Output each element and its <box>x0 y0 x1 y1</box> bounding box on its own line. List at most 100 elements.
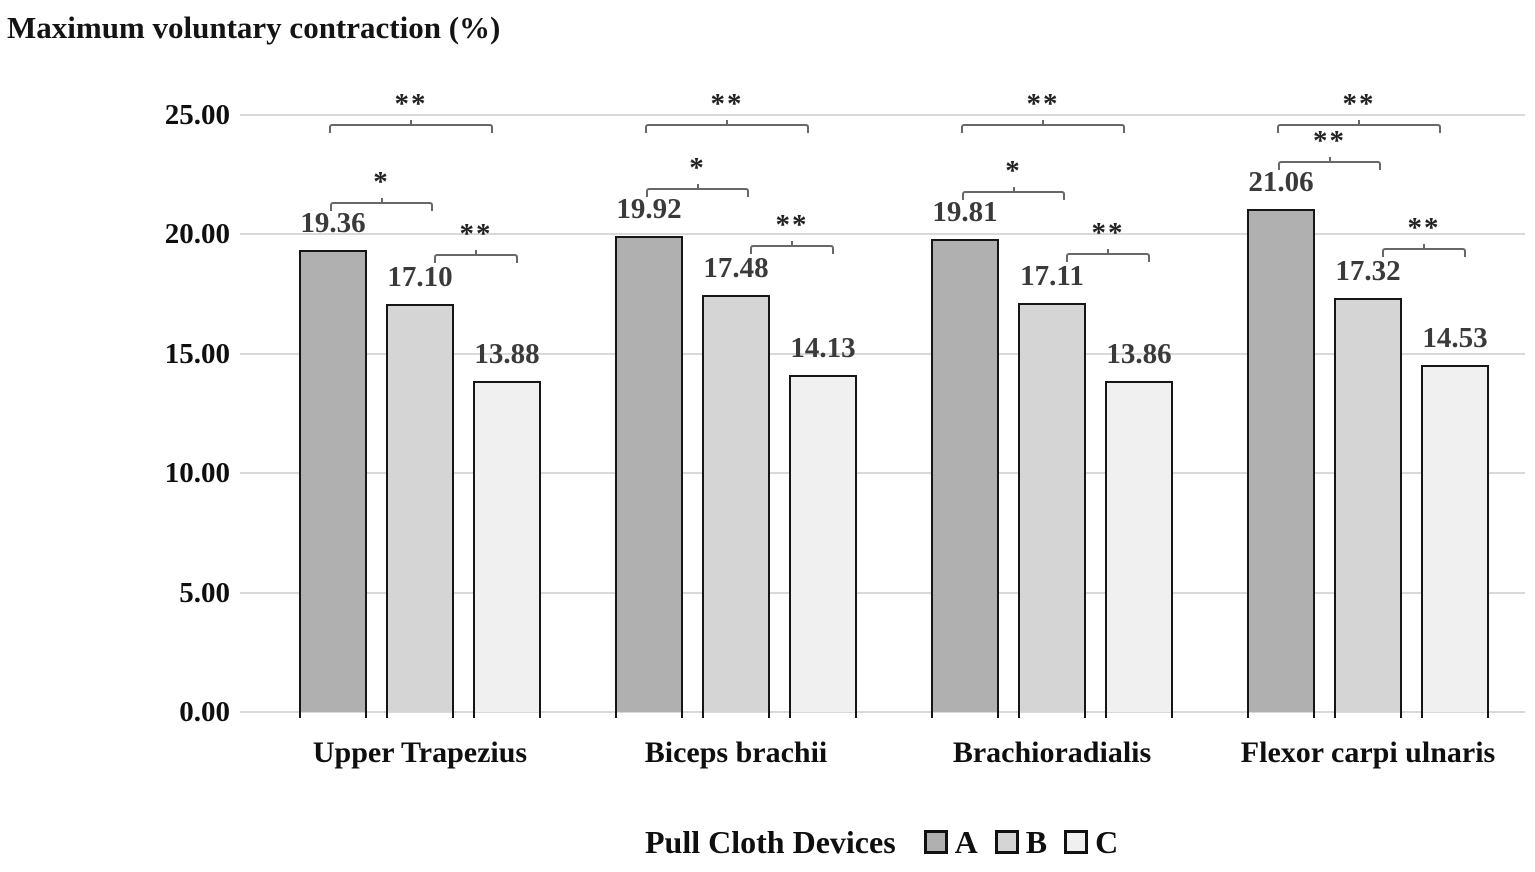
bar-border-foot <box>1247 712 1249 718</box>
bar-b-flexor-carpi-ulnaris <box>1334 298 1402 712</box>
gridline <box>240 472 1525 475</box>
value-label-b-brachioradialis: 17.11 <box>1020 260 1084 293</box>
significance-bracket-tick <box>1107 249 1109 256</box>
significance-label: * <box>1005 154 1022 187</box>
significance-label: ** <box>394 88 428 120</box>
significance-label: * <box>373 165 390 198</box>
bar-border-foot <box>1400 712 1402 718</box>
significance-bracket-tick <box>475 249 477 256</box>
significance-label: ** <box>1407 212 1441 245</box>
significance-label: ** <box>1313 125 1346 158</box>
x-axis-label-brachioradialis: Brachioradialis <box>952 736 1152 769</box>
bar-border-foot <box>997 712 999 718</box>
significance-bracket <box>645 120 809 133</box>
y-axis-tick-label: 5.00 <box>179 576 230 609</box>
bar-border-foot <box>1421 712 1423 718</box>
value-label-c-flexor-carpi-ulnaris: 14.53 <box>1422 322 1488 355</box>
significance-bracket <box>1382 244 1466 258</box>
bar-c-biceps-brachii <box>789 374 857 712</box>
value-label-a-flexor-carpi-ulnaris: 21.06 <box>1248 166 1314 199</box>
gridline <box>240 233 1525 236</box>
legend-swatch-c <box>1064 830 1089 854</box>
bar-border-foot <box>615 712 617 718</box>
x-axis-label-upper-trapezius: Upper Trapezius <box>312 736 528 769</box>
significance-bracket-tick <box>1423 244 1425 251</box>
bar-border-foot <box>1487 712 1489 718</box>
value-label-c-upper-trapezius: 13.88 <box>474 337 540 370</box>
chart-title: Maximum voluntary contraction (%) <box>7 10 501 45</box>
bar-a-upper-trapezius <box>299 249 367 712</box>
y-axis-tick-label: 0.00 <box>179 696 230 728</box>
significance-label: ** <box>775 208 809 241</box>
significance-label: ** <box>1026 88 1060 120</box>
legend: Pull Cloth Devices A B C <box>645 820 1135 864</box>
legend-swatch-b <box>994 830 1019 854</box>
significance-bracket-tick <box>1042 120 1044 126</box>
bar-border-foot <box>681 712 683 718</box>
legend-label-a: A <box>954 823 978 860</box>
significance-bracket-tick <box>1328 157 1331 164</box>
significance-label: ** <box>710 88 744 120</box>
bar-b-upper-trapezius <box>386 303 454 712</box>
bar-border-foot <box>473 712 475 718</box>
significance-bracket-tick <box>380 197 383 204</box>
y-axis-tick-label: 20.00 <box>164 218 230 251</box>
bar-c-brachioradialis <box>1105 381 1173 712</box>
bar-border-foot <box>365 712 367 718</box>
y-axis-tick-label: 25.00 <box>164 99 230 131</box>
bar-a-flexor-carpi-ulnaris <box>1247 209 1315 712</box>
significance-label: ** <box>1342 88 1376 120</box>
bar-border-foot <box>1334 712 1336 718</box>
significance-bracket-tick <box>791 240 793 247</box>
bar-b-biceps-brachii <box>702 294 770 712</box>
significance-label: * <box>689 152 706 185</box>
bar-border-foot <box>1018 712 1020 718</box>
y-axis-tick-label: 10.00 <box>164 457 230 490</box>
value-label-b-flexor-carpi-ulnaris: 17.32 <box>1335 255 1401 288</box>
significance-bracket <box>1277 120 1441 133</box>
legend-title: Pull Cloth Devices <box>645 823 896 860</box>
gridline <box>240 114 1525 116</box>
value-label-b-upper-trapezius: 17.10 <box>387 260 453 293</box>
gridline <box>240 711 1525 713</box>
bar-a-biceps-brachii <box>615 236 683 712</box>
bar-border-foot <box>1171 712 1173 718</box>
bar-border-foot <box>1105 712 1107 718</box>
value-label-b-biceps-brachii: 17.48 <box>703 251 769 284</box>
value-label-a-brachioradialis: 19.81 <box>932 195 998 228</box>
value-label-a-upper-trapezius: 19.36 <box>300 206 366 239</box>
bar-border-foot <box>386 712 388 718</box>
bar-border-foot <box>702 712 704 718</box>
significance-label: ** <box>1091 217 1125 250</box>
significance-bracket <box>434 249 518 263</box>
bar-c-upper-trapezius <box>473 380 541 712</box>
significance-bracket <box>1066 249 1150 263</box>
bar-border-foot <box>1084 712 1086 718</box>
bar-border-foot <box>1313 712 1315 718</box>
significance-bracket <box>329 120 493 133</box>
bar-border-foot <box>539 712 541 718</box>
significance-bracket <box>961 120 1125 133</box>
significance-bracket <box>962 186 1065 200</box>
bar-b-brachioradialis <box>1018 303 1086 712</box>
legend-swatch-a <box>923 830 948 854</box>
bar-border-foot <box>855 712 857 718</box>
significance-bracket-tick <box>410 120 412 126</box>
bar-border-foot <box>299 712 301 718</box>
gridline <box>240 591 1525 594</box>
significance-label: ** <box>459 217 493 250</box>
significance-bracket <box>750 240 834 254</box>
bar-a-brachioradialis <box>931 238 999 712</box>
bar-border-foot <box>931 712 933 718</box>
bar-border-foot <box>452 712 454 718</box>
significance-bracket-tick <box>696 184 699 191</box>
gridline <box>240 352 1525 355</box>
significance-bracket-tick <box>1012 186 1015 193</box>
legend-label-b: B <box>1025 823 1048 860</box>
x-axis-label-biceps-brachii: Biceps brachii <box>644 736 828 769</box>
significance-bracket-tick <box>1358 120 1360 126</box>
x-axis-label-flexor-carpi-ulnaris: Flexor carpi ulnaris <box>1240 736 1496 769</box>
y-axis-tick-label: 15.00 <box>164 337 230 370</box>
legend-label-c: C <box>1095 823 1119 860</box>
